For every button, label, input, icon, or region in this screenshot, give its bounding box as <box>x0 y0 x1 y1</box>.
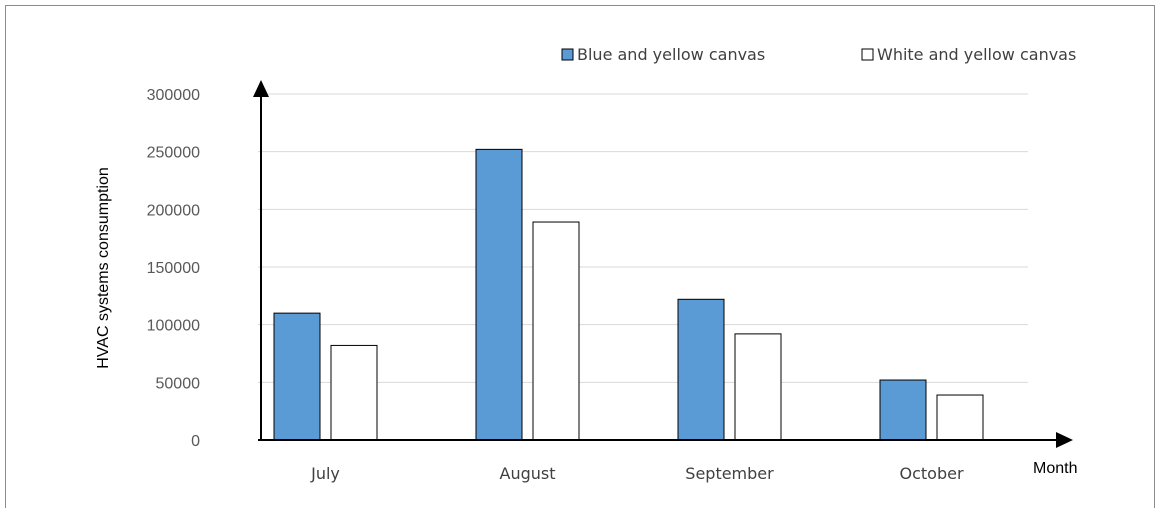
x-axis-arrowhead <box>1056 432 1073 448</box>
y-tick-label: 200000 <box>147 202 200 219</box>
bar-blue-yellow-october <box>879 379 927 441</box>
bar-blue-yellow-september <box>677 298 725 441</box>
y-tick-label: 0 <box>191 433 200 450</box>
legend-swatch <box>861 48 874 61</box>
y-tick-label: 250000 <box>147 145 200 162</box>
gridlines <box>258 93 1028 383</box>
y-tick-labels: 0 50000 100000 150000 200000 250000 300000 <box>147 87 200 450</box>
y-tick-label: 150000 <box>147 260 200 277</box>
legend: Blue and yellow canvas White and yellow c… <box>561 45 1076 64</box>
x-category-label: September <box>685 464 774 483</box>
bar-white-yellow-september <box>734 333 782 441</box>
axes <box>253 80 1073 448</box>
y-axis-title: HVAC systems consumption <box>95 167 112 369</box>
bar-white-yellow-october <box>936 394 984 441</box>
bar-blue-yellow-august <box>475 148 523 441</box>
legend-label: Blue and yellow canvas <box>577 45 765 64</box>
x-category-label: October <box>899 464 963 483</box>
x-category-label: August <box>500 464 556 483</box>
bar-white-yellow-july <box>330 344 378 441</box>
y-tick-label: 100000 <box>147 318 200 335</box>
bar-white-yellow-august <box>532 221 580 441</box>
y-tick-label: 300000 <box>147 87 200 104</box>
x-category-label: July <box>310 464 340 483</box>
x-category-labels: July August September October <box>310 464 964 483</box>
legend-swatch <box>561 48 574 61</box>
legend-label: White and yellow canvas <box>877 45 1076 64</box>
bar-blue-yellow-july <box>273 312 321 441</box>
y-tick-label: 50000 <box>156 375 201 392</box>
bars <box>273 148 984 441</box>
x-axis-title: Month <box>1033 460 1077 477</box>
y-axis-arrowhead <box>253 80 269 97</box>
